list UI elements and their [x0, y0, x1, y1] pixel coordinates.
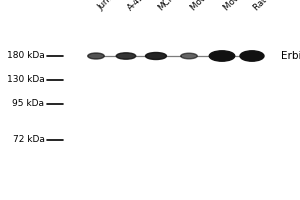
Text: Erbin: Erbin — [280, 51, 300, 61]
Text: Mouse skin: Mouse skin — [222, 0, 262, 12]
Ellipse shape — [209, 51, 235, 61]
Ellipse shape — [181, 53, 197, 59]
Text: A-431: A-431 — [126, 0, 150, 12]
Text: MCF-7: MCF-7 — [156, 0, 182, 12]
Ellipse shape — [116, 53, 136, 59]
Ellipse shape — [146, 52, 167, 60]
Text: 130 kDa: 130 kDa — [7, 75, 44, 84]
Ellipse shape — [240, 51, 264, 61]
Text: 180 kDa: 180 kDa — [7, 51, 44, 60]
Text: Jurkat: Jurkat — [96, 0, 120, 12]
Text: 72 kDa: 72 kDa — [13, 136, 44, 144]
Text: Rat skin: Rat skin — [252, 0, 283, 12]
Text: Mouse colon: Mouse colon — [189, 0, 233, 12]
Ellipse shape — [88, 53, 104, 59]
Text: 95 kDa: 95 kDa — [12, 99, 44, 108]
